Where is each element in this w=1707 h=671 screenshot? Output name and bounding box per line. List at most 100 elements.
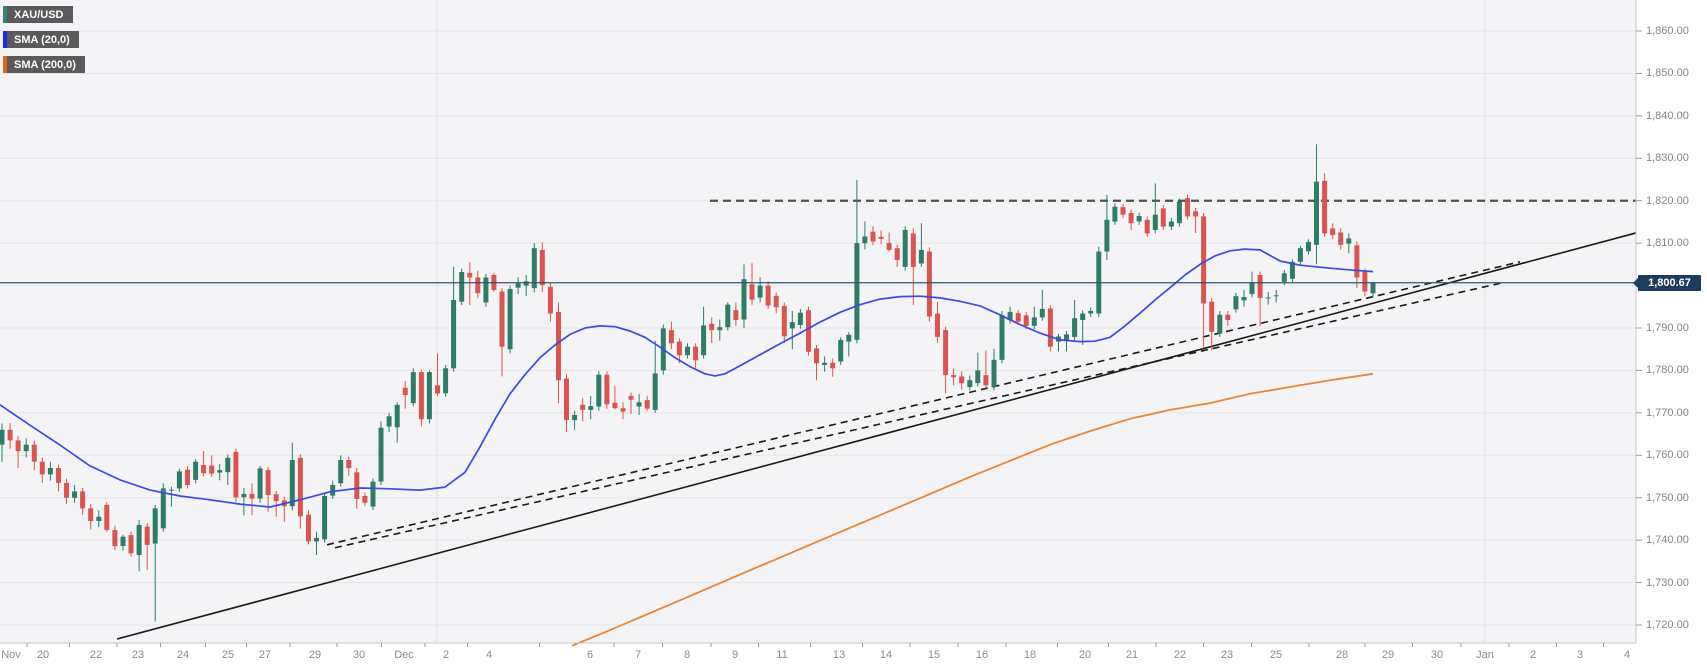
candle-body xyxy=(39,461,45,475)
date-axis-label: 16 xyxy=(975,649,989,661)
price-axis-label: 1,850.00 xyxy=(1646,67,1689,80)
date-axis-label: 11 xyxy=(776,649,788,661)
candle-body xyxy=(765,285,771,306)
date-axis-label: 28 xyxy=(1335,649,1349,661)
date-axis-label: 30 xyxy=(1430,649,1444,661)
candle-body xyxy=(201,465,207,474)
sma200-line xyxy=(571,372,1374,647)
candle-body xyxy=(225,457,231,473)
candle-body xyxy=(749,284,755,300)
trendline-solid[interactable] xyxy=(116,232,1637,640)
candle-body xyxy=(394,404,400,428)
candle-body xyxy=(943,330,949,376)
candle-body xyxy=(1128,213,1134,224)
date-axis-label: 29 xyxy=(1381,649,1395,661)
candle-body xyxy=(15,440,21,451)
price-axis-label: 1,830.00 xyxy=(1646,152,1689,165)
candle-body xyxy=(1306,241,1311,252)
candle-body xyxy=(402,387,408,395)
date-axis-label: 25 xyxy=(1269,649,1283,661)
candle-body xyxy=(975,370,981,384)
candle-body xyxy=(1088,311,1094,314)
candle-body xyxy=(781,305,787,337)
price-axis-label: 1,810.00 xyxy=(1646,237,1689,250)
date-axis-label: 27 xyxy=(258,649,272,661)
candle-body xyxy=(499,291,505,347)
candle-body xyxy=(322,496,328,540)
legend: XAU/USD SMA (20,0) SMA (200,0) xyxy=(3,6,85,81)
candle-body xyxy=(676,341,682,356)
candle-body xyxy=(475,277,481,294)
date-axis-label: 15 xyxy=(927,649,941,661)
candle-body xyxy=(507,289,513,350)
candle-body xyxy=(741,279,747,320)
candle-body xyxy=(88,508,94,521)
candle-body xyxy=(443,368,449,394)
candle-body xyxy=(1322,180,1328,234)
candle-body xyxy=(80,491,86,509)
date-axis-label: 24 xyxy=(176,649,190,661)
candle-body xyxy=(668,330,674,344)
candle-body xyxy=(1015,313,1021,322)
candle-body xyxy=(1193,211,1199,217)
candle-body xyxy=(1362,271,1368,292)
date-axis-label: 25 xyxy=(221,649,235,661)
price-axis-label: 1,740.00 xyxy=(1646,534,1689,547)
sma20-line xyxy=(0,248,1374,508)
candle-body xyxy=(918,249,924,264)
candle-body xyxy=(362,496,368,503)
candle-body xyxy=(1281,273,1287,282)
candle-body xyxy=(983,375,989,386)
candle-body xyxy=(1039,308,1045,318)
legend-chip-sma200[interactable]: SMA (200,0) xyxy=(3,56,85,73)
candle-body xyxy=(64,482,69,498)
candle-body xyxy=(128,535,134,554)
candle-body xyxy=(830,362,836,369)
date-axis-label: 22 xyxy=(89,649,103,661)
candle-body xyxy=(910,233,916,267)
price-axis-label: 1,820.00 xyxy=(1646,194,1689,207)
candle-body xyxy=(168,489,174,491)
candle-body xyxy=(467,272,473,278)
candle-body xyxy=(886,243,892,250)
candle-body xyxy=(693,346,699,361)
candle-body xyxy=(72,491,78,498)
candle-body xyxy=(967,380,973,387)
trendline-dashed-upper[interactable] xyxy=(326,261,1521,546)
candle-body xyxy=(1241,297,1247,301)
candle-body xyxy=(991,359,997,387)
candle-body xyxy=(580,404,586,410)
candle-body xyxy=(217,470,223,473)
candle-body xyxy=(1225,314,1231,320)
candle-body xyxy=(176,471,182,489)
candle-body xyxy=(789,322,795,329)
candle-body xyxy=(814,348,819,364)
candle-body xyxy=(636,402,642,407)
candle-body xyxy=(410,372,416,404)
candle-body xyxy=(233,451,239,498)
candle-body xyxy=(717,327,723,331)
candle-body xyxy=(1112,206,1118,222)
date-axis-label: 30 xyxy=(352,649,366,661)
date-axis-label: 6 xyxy=(586,649,594,661)
candle-body xyxy=(709,323,715,331)
candle-body xyxy=(120,536,126,546)
trendline-dashed-lower[interactable] xyxy=(334,281,1506,549)
sma20-color-bar xyxy=(3,31,7,48)
candle-body xyxy=(612,402,618,409)
candle-body xyxy=(0,429,5,445)
date-axis-label: 7 xyxy=(634,649,642,661)
candle-body xyxy=(31,444,37,462)
date-axis-label: 9 xyxy=(731,649,739,661)
date-axis-label: 4 xyxy=(485,649,493,661)
date-axis-label: 3 xyxy=(1576,649,1584,661)
candle-body xyxy=(1144,219,1150,234)
legend-chip-symbol[interactable]: XAU/USD xyxy=(3,6,73,23)
candle-body xyxy=(564,378,569,421)
legend-chip-sma20[interactable]: SMA (20,0) xyxy=(3,31,79,48)
date-axis-label: 4 xyxy=(1623,649,1631,661)
price-axis-label: 1,780.00 xyxy=(1646,364,1689,377)
candle-body xyxy=(620,408,626,412)
date-axis-label: 20 xyxy=(1078,649,1092,661)
